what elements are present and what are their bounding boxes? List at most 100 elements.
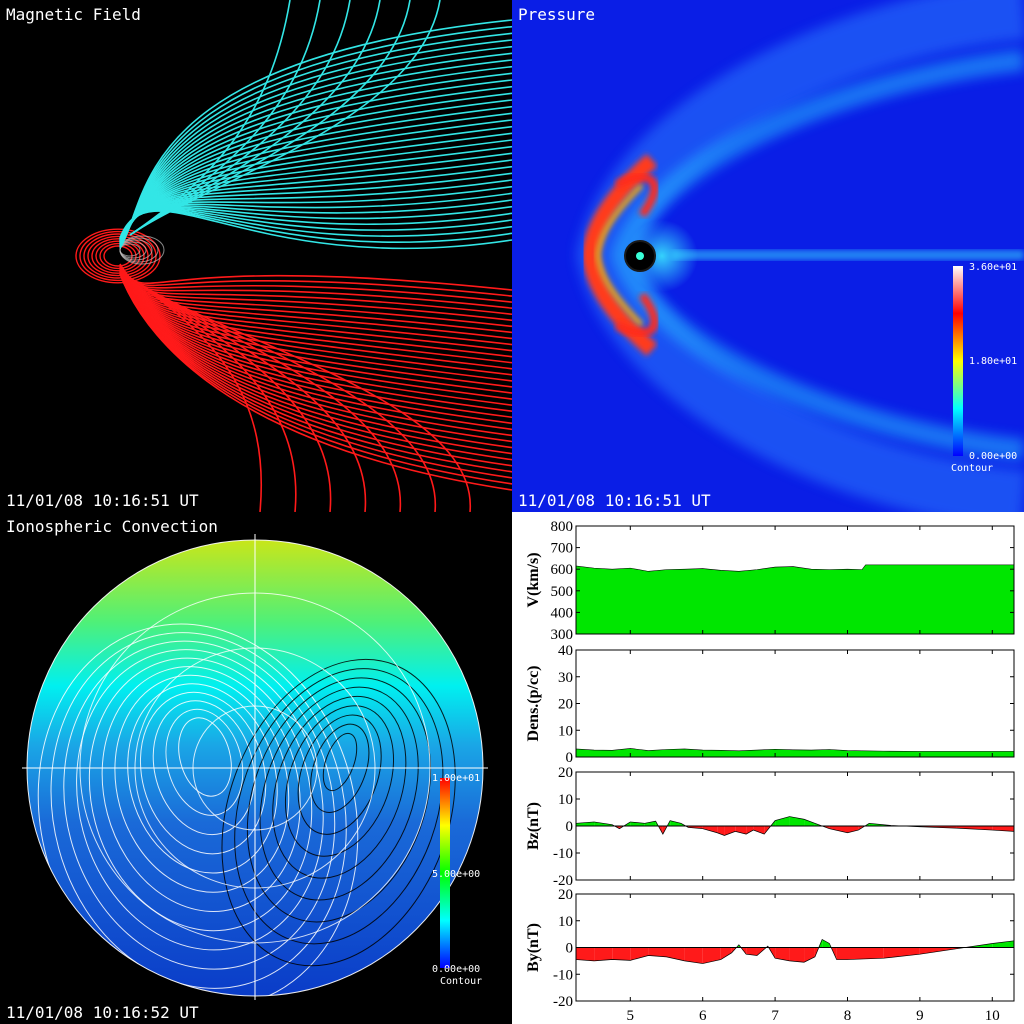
convection-contour-dawn — [165, 708, 244, 816]
area-segment — [738, 944, 741, 948]
y-tick-label: 600 — [551, 562, 574, 578]
south-open-field-line — [119, 263, 512, 291]
series-line — [575, 938, 1015, 964]
y-tick-label: 400 — [551, 605, 574, 621]
magnetic-field-timestamp: 11/01/08 10:16:51 UT — [6, 491, 199, 510]
convection-contour-dawn — [63, 640, 336, 970]
south-open-field-line — [129, 277, 297, 512]
y-tick-label: 10 — [558, 792, 573, 808]
area-segment — [864, 823, 870, 826]
magnetosheath-inner — [610, 49, 1024, 461]
area-segment — [670, 820, 681, 826]
solar-wind-timeseries-panel: 300 400 500 600 700 800 V(km/s) 0 10 20 30 40 Dens.(… — [512, 512, 1024, 1024]
y-tick-label: 10 — [558, 723, 573, 739]
y-tick-label: 300 — [551, 627, 574, 643]
y-axis-label: Dens.(p/cc) — [525, 666, 542, 742]
convection-contour-dawn — [139, 691, 267, 855]
convection-contour-dusk — [284, 705, 395, 857]
convection-contour-dusk — [322, 732, 358, 792]
area-segment — [775, 816, 790, 826]
pressure-map: 3.60e+01 1.80e+01 0.00e+00 Contour — [512, 0, 1024, 512]
y-axis-label: V(km/s) — [525, 552, 542, 607]
y-tick-label: 40 — [558, 643, 573, 659]
timeseries-chart-3: -20 -10 0 10 20 By(nT) — [525, 887, 1015, 1010]
convection-contour-dawn — [178, 717, 232, 797]
north-open-field-line — [129, 0, 441, 236]
y-tick-label: 700 — [551, 541, 574, 557]
area-segment — [804, 819, 815, 826]
area-segment — [829, 826, 848, 833]
iono-colorbar-label: Contour — [440, 976, 482, 987]
area-segment — [684, 947, 703, 964]
convection-contour-dusk — [246, 677, 432, 923]
area-segment — [702, 826, 718, 833]
convection-contour-dusk — [297, 714, 382, 835]
iono-colorbar-mid: 5.00e+00 — [432, 869, 480, 880]
area-segment — [789, 947, 805, 963]
south-open-field-line — [129, 277, 367, 512]
series-line — [575, 816, 1015, 836]
area-segment — [746, 947, 757, 956]
area-segment — [746, 826, 754, 835]
pressure-colorbar-mid: 1.80e+01 — [969, 356, 1017, 367]
pressure-colorbar — [953, 266, 963, 456]
iono-colorbar-min: 0.00e+00 — [432, 964, 480, 975]
area-segment — [753, 826, 765, 835]
timeseries-chart-1: 0 10 20 30 40 Dens.(p/cc) — [525, 643, 1015, 766]
magnetic-field-title: Magnetic Field — [6, 5, 141, 24]
area-segment — [702, 947, 721, 964]
x-tick-label: 9 — [916, 1008, 924, 1024]
pressure-colorbar-min: 0.00e+00 — [969, 451, 1017, 462]
area-segment — [644, 821, 656, 826]
convection-contour-dawn — [114, 674, 290, 893]
area-fill — [575, 748, 1015, 758]
y-tick-label: 20 — [558, 697, 573, 713]
ionosphere-title: Ionospheric Convection — [6, 517, 218, 536]
convection-contour-dawn — [152, 700, 255, 836]
south-open-field-line — [119, 273, 512, 491]
y-axis-label: Bz(nT) — [525, 802, 542, 850]
area-segment — [992, 940, 1014, 948]
closed-field-loop — [99, 242, 137, 270]
y-tick-label: -10 — [553, 967, 573, 983]
convection-contour-dawn — [50, 632, 347, 989]
area-segment — [612, 947, 631, 961]
x-tick-label: 5 — [627, 1008, 635, 1024]
cusp-south — [614, 292, 659, 337]
plasma-sheet — [672, 250, 1024, 260]
area-segment — [956, 826, 993, 831]
y-tick-label: -20 — [553, 994, 573, 1010]
area-segment — [847, 947, 884, 960]
y-tick-label: -10 — [553, 846, 573, 862]
pressure-timestamp: 11/01/08 10:16:51 UT — [518, 491, 711, 510]
pressure-title: Pressure — [518, 5, 596, 24]
timeseries-chart-2: -20 -10 0 10 20 Bz(nT) — [525, 765, 1015, 889]
south-open-field-line — [129, 277, 332, 512]
y-tick-label: 0 — [566, 819, 574, 835]
y-tick-label: 500 — [551, 584, 574, 600]
south-open-field-line — [129, 277, 471, 512]
area-segment — [836, 947, 848, 960]
area-segment — [822, 939, 830, 948]
plot-frame — [575, 525, 1015, 635]
y-axis-label: By(nT) — [525, 923, 542, 972]
plot-frame — [575, 649, 1015, 758]
closed-field-loop — [95, 240, 141, 272]
y-tick-label: 20 — [558, 887, 573, 903]
closed-field-loop — [75, 228, 161, 284]
convection-contour-dawn — [88, 657, 313, 932]
closed-field-loop — [83, 233, 153, 279]
y-tick-label: -20 — [553, 873, 573, 889]
closed-field-loop — [91, 238, 145, 274]
iono-colorbar — [440, 778, 450, 968]
area-segment — [804, 947, 815, 963]
latitude-grid — [22, 534, 488, 1000]
iono-colorbar-max: 1.00e+01 — [432, 773, 480, 784]
area-segment — [720, 947, 732, 960]
pressure-panel: 3.60e+01 1.80e+01 0.00e+00 Contour Press… — [512, 0, 1024, 512]
x-tick-label: 10 — [985, 1008, 1000, 1024]
pressure-colorbar-max: 3.60e+01 — [969, 262, 1017, 273]
south-open-field-line — [129, 277, 262, 512]
solar-wind-charts: 300400500600700800V(km/s)010203040Dens.(… — [525, 519, 1015, 1024]
y-tick-label: 800 — [551, 519, 574, 535]
